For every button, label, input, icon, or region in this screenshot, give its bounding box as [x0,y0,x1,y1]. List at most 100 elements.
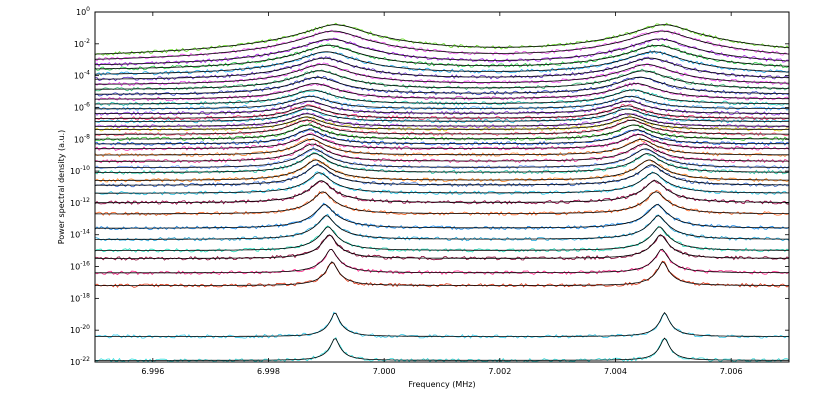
y-tick-base: 10 [70,199,80,208]
fit-series-26 [95,100,789,114]
y-tick-label: 10-12 [70,197,90,208]
data-series-3 [95,260,789,288]
y-tick-label: 10-2 [74,38,90,49]
data-series-14 [95,151,789,175]
data-series-34 [95,49,789,77]
y-tick-exponent: -20 [80,324,90,331]
fit-series-12 [95,164,789,186]
fit-series-11 [95,172,789,194]
fit-series-10 [95,180,789,204]
fit-series-18 [95,134,789,150]
fit-series-38 [95,24,789,55]
fit-series-9 [95,191,789,215]
fit-series-7 [95,215,789,240]
y-tick-exponent: -6 [84,101,90,108]
y-tick-exponent: -8 [84,133,90,140]
fit-series-35 [95,45,789,70]
fit-series-17 [95,138,789,156]
fit-series-37 [95,30,789,60]
data-series-19 [95,127,789,146]
data-series-38 [95,22,789,56]
y-tick-exponent: -12 [80,197,90,204]
fit-series-24 [95,108,789,122]
data-series-9 [95,189,789,217]
x-tick-label: 7.002 [488,367,511,376]
fit-series-3 [95,261,789,286]
fit-series-21 [95,119,789,135]
y-tick-base: 10 [70,358,80,367]
y-tick-label: 10-22 [70,356,90,367]
fit-series-15 [95,148,789,169]
y-tick-label: 100 [76,6,90,17]
y-tick-label: 10-6 [74,101,90,112]
fit-series-1 [95,337,789,361]
series-group [95,22,789,362]
fit-series-27 [95,95,789,110]
y-tick-base: 10 [74,72,84,81]
fit-series-34 [95,51,789,75]
y-tick-exponent: -10 [80,165,90,172]
data-series-1 [95,337,789,362]
y-tick-exponent: -16 [80,261,90,268]
x-tick-label: 7.004 [604,367,627,376]
y-axis: 10010-210-410-610-810-1010-1210-1410-161… [70,6,789,367]
fit-series-19 [95,129,789,145]
y-tick-base: 10 [74,135,84,144]
fit-series-31 [95,70,789,90]
fit-series-8 [95,204,789,229]
y-tick-base: 10 [70,167,80,176]
y-tick-exponent: -18 [80,292,90,299]
fit-series-14 [95,153,789,173]
y-tick-base: 10 [76,8,86,17]
fit-series-32 [95,64,789,85]
y-tick-label: 10-10 [70,165,90,176]
data-series-29 [95,81,789,102]
fit-series-36 [95,38,789,66]
fit-series-6 [95,226,789,251]
fit-series-13 [95,159,789,181]
data-series-4 [95,248,789,276]
x-tick-label: 6.996 [141,367,164,376]
fit-series-30 [95,76,789,95]
y-tick-exponent: -4 [84,70,90,77]
y-tick-label: 10-8 [74,133,90,144]
x-tick-label: 6.998 [257,367,280,376]
fit-series-5 [95,234,789,259]
fit-series-25 [95,105,789,119]
y-tick-base: 10 [74,40,84,49]
fit-series-23 [95,113,789,127]
y-tick-label: 10-4 [74,70,90,81]
fit-series-4 [95,248,789,274]
x-tick-label: 7.006 [720,367,743,376]
fit-series-29 [95,83,789,100]
y-tick-base: 10 [70,326,80,335]
y-tick-label: 10-18 [70,292,90,303]
fit-series-16 [95,143,789,162]
x-axis-label: Frequency (MHz) [408,380,475,389]
plot-frame [94,11,790,363]
data-series-2 [95,311,789,339]
x-axis: 6.996 6.998 7.000 7.002 7.004 7.006 [141,12,743,376]
x-tick-label: 7.000 [373,367,396,376]
data-series-11 [95,171,789,196]
y-tick-label: 10-14 [70,229,90,240]
y-tick-base: 10 [70,294,80,303]
y-tick-base: 10 [70,263,80,272]
y-tick-exponent: 0 [86,6,90,13]
y-axis-label: Power spectral density (a.u.) [57,130,66,245]
y-tick-exponent: -14 [80,229,90,236]
fit-series-33 [95,57,789,80]
data-series-28 [95,88,789,107]
fit-series-28 [95,89,789,105]
y-tick-exponent: -2 [84,38,90,45]
fit-series-22 [95,116,789,130]
y-tick-label: 10-16 [70,261,90,272]
y-tick-label: 10-20 [70,324,90,335]
y-tick-base: 10 [74,103,84,112]
y-tick-base: 10 [70,231,80,240]
fit-series-2 [95,312,789,337]
y-tick-exponent: -22 [80,356,90,363]
data-series-8 [95,202,789,231]
fit-series-20 [95,124,789,140]
